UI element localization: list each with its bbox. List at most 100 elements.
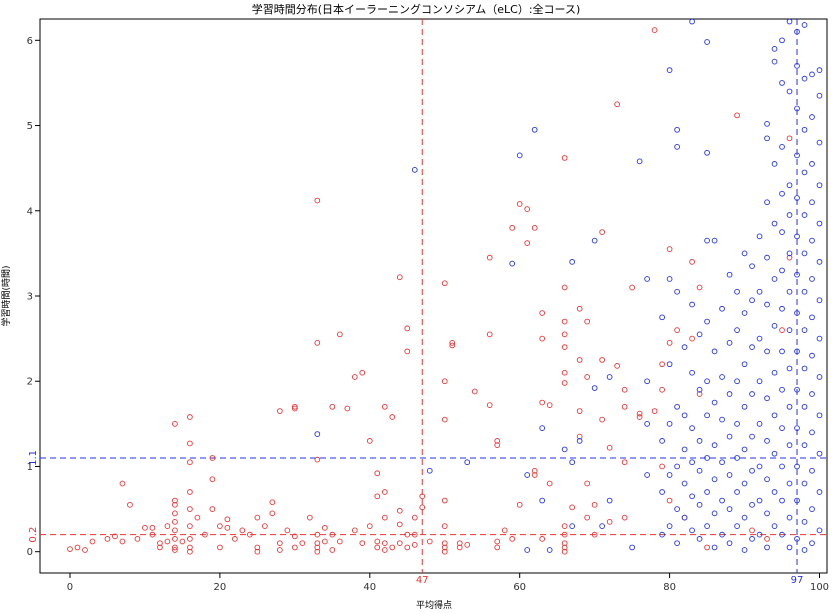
blue-data-point: [644, 472, 650, 478]
red-data-point: [104, 536, 111, 542]
red-data-point: [674, 327, 680, 333]
red-data-point: [464, 542, 471, 548]
blue-data-point: [659, 438, 665, 444]
blue-data-point: [711, 544, 718, 551]
red-data-point: [276, 547, 283, 553]
blue-data-point: [809, 391, 815, 397]
blue-data-point: [794, 152, 800, 159]
red-data-point: [172, 501, 178, 508]
blue-data-point: [771, 58, 778, 65]
x-axis: 0 20 40 60 80 100: [67, 573, 829, 593]
red-data-point: [291, 403, 298, 410]
red-data-point: [329, 403, 336, 410]
y-tick-label: 4: [27, 206, 33, 217]
blue-data-point: [794, 425, 800, 431]
red-data-point: [119, 480, 126, 487]
red-data-point: [67, 546, 73, 552]
red-data-point: [666, 340, 673, 346]
red-data-point: [239, 527, 246, 534]
blue-data-point: [771, 412, 778, 419]
blue-data-point: [794, 63, 800, 69]
red-data-point: [689, 335, 695, 342]
blue-data-point: [734, 327, 740, 333]
blue-data-point: [606, 374, 613, 380]
red-data-point: [561, 284, 568, 291]
y-tick-label: 1: [27, 462, 33, 473]
blue-data-point: [689, 18, 695, 25]
red-data-point: [599, 416, 605, 423]
red-data-point: [396, 274, 403, 281]
blue-data-point: [666, 472, 673, 478]
blue-data-point: [779, 229, 785, 235]
blue-data-point: [674, 463, 680, 470]
blue-data-point: [741, 310, 748, 316]
blue-data-point: [711, 348, 718, 355]
red-data-point: [539, 399, 546, 406]
blue-data-point: [786, 403, 793, 410]
red-data-point: [576, 305, 583, 312]
y-axis-label: 学習時間(時間): [0, 265, 12, 326]
y-tick-label: 0: [27, 547, 33, 558]
blue-data-point: [629, 544, 635, 551]
red-data-point: [396, 540, 403, 547]
blue-data-point: [801, 288, 808, 295]
blue-data-point: [516, 152, 523, 159]
blue-data-point: [734, 378, 740, 385]
red-data-point: [134, 536, 141, 542]
red-data-point: [599, 229, 605, 235]
red-data-point: [232, 536, 238, 542]
blue-data-point: [599, 523, 605, 529]
blue-data-point: [794, 348, 800, 355]
blue-data-point: [546, 547, 553, 553]
red-data-point: [172, 420, 178, 427]
x-axis-label: 平均得点: [416, 599, 452, 611]
blue-data-point: [794, 463, 800, 470]
red-data-point: [321, 538, 328, 545]
red-data-point: [696, 284, 703, 291]
red-data-point: [276, 540, 283, 547]
red-data-point: [314, 456, 321, 463]
red-data-point: [561, 369, 568, 376]
red-data-point: [419, 493, 426, 500]
red-data-point: [786, 254, 793, 261]
blue-data-point: [816, 374, 823, 380]
blue-data-point: [779, 463, 785, 470]
red-data-point: [411, 514, 418, 521]
red-data-point: [396, 507, 403, 514]
blue-data-point: [726, 540, 733, 547]
red-data-point: [374, 470, 381, 477]
red-data-point: [187, 459, 193, 466]
blue-data-point: [734, 489, 740, 495]
blue-data-point: [786, 212, 793, 218]
blue-data-point: [704, 39, 710, 45]
blue-data-point: [531, 126, 538, 133]
blue-data-point: [741, 547, 748, 553]
red-data-point: [636, 410, 643, 417]
blue-data-point: [689, 493, 695, 500]
red-data-point: [209, 476, 216, 483]
blue-data-point: [801, 365, 808, 372]
red-data-point: [786, 135, 793, 142]
red-data-point: [509, 536, 516, 542]
red-data-point: [172, 497, 178, 504]
blue-data-point: [539, 497, 546, 504]
blue-data-point: [794, 28, 800, 35]
red-data-point: [539, 310, 546, 316]
red-data-point: [576, 433, 583, 440]
red-data-point: [194, 514, 201, 521]
blue-data-point: [801, 169, 808, 176]
red-data-point: [321, 524, 328, 531]
red-data-point: [561, 155, 568, 161]
red-data-point: [336, 331, 343, 338]
red-data-point: [531, 467, 538, 474]
red-data-point: [366, 438, 373, 444]
red-data-point: [187, 506, 193, 512]
red-data-point: [531, 472, 538, 478]
red-data-point: [374, 493, 381, 500]
blue-data-point: [801, 126, 808, 133]
blue-data-point: [764, 510, 770, 517]
blue-data-point: [756, 288, 763, 295]
red-data-point: [441, 378, 448, 385]
blue-data-point: [749, 501, 755, 508]
blue-data-point: [749, 433, 755, 440]
